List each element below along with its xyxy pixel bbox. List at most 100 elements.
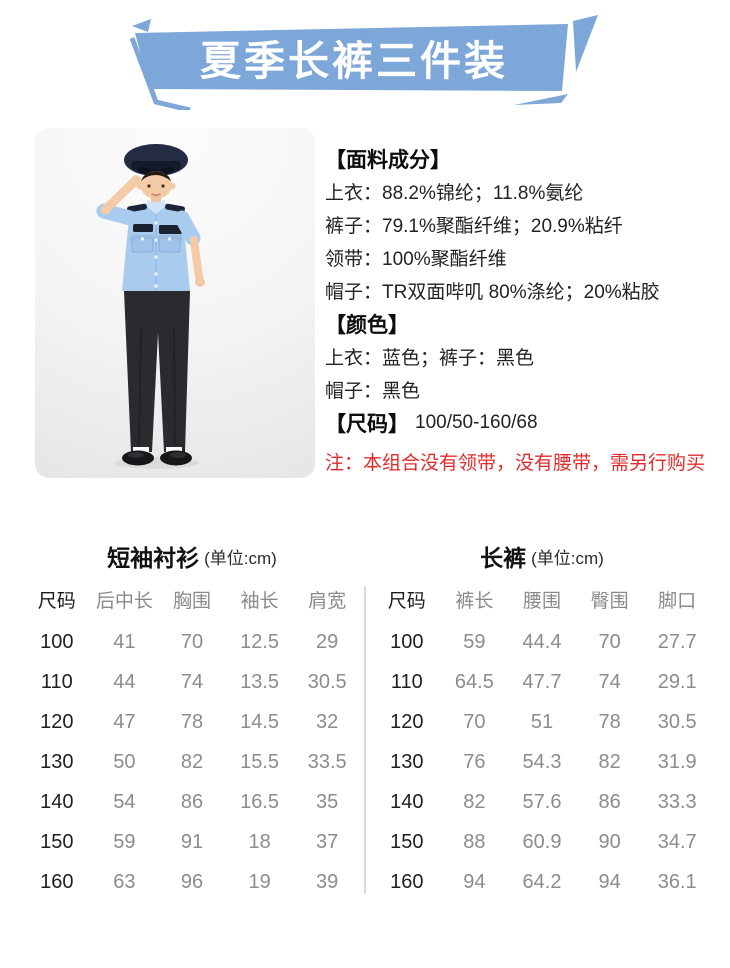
- child-face: [136, 171, 176, 199]
- table-row: 100 59 44.4 70 27.7: [373, 622, 711, 662]
- table-cell: 12.5: [240, 631, 280, 653]
- table-cell: 41: [113, 631, 136, 653]
- table-cell: 14.5: [240, 711, 280, 733]
- table-unit-label: (单位:cm): [204, 548, 277, 568]
- size-cell: 150: [40, 831, 74, 853]
- table-row: 130 50 82 15.5 33.5: [23, 742, 361, 782]
- table-header-cell: 臀围: [590, 591, 629, 612]
- table-cell: 59: [113, 831, 136, 853]
- info-section-heading: 【面料成分】: [325, 148, 451, 172]
- table-cell: 35: [316, 791, 339, 813]
- table-header-cell: 肩宽: [308, 591, 347, 612]
- size-cell: 120: [40, 711, 74, 733]
- table-row: 160 94 64.2 94 36.1: [373, 862, 711, 902]
- table-cell: 31.9: [657, 751, 697, 773]
- size-cell: 110: [390, 671, 423, 693]
- table-cell: 70: [463, 711, 486, 733]
- table-cell: 82: [180, 751, 204, 773]
- table-cell: 88: [463, 831, 486, 853]
- size-cell: 100: [40, 631, 74, 653]
- table-cell: 70: [598, 631, 621, 653]
- product-info: 【面料成分】 上衣：88.2%锦纶；11.8%氨纶 裤子：79.1%聚酯纤维；20.…: [325, 142, 730, 475]
- table-row: 120 70 51 78 30.5: [373, 702, 711, 742]
- info-line: 【尺码】 100/50-160/68: [325, 406, 730, 439]
- purchase-note: 注：本组合没有领带，没有腰带，需另行购买: [325, 452, 706, 474]
- table-cell: 82: [598, 751, 621, 773]
- size-cell: 120: [390, 711, 424, 733]
- table-header-cell: 脚口: [658, 591, 697, 612]
- size-table: 长裤 (单位:cm) 尺码 裤长 腰围 臀围 脚口 100 59 44.4 70 27.7 110…: [373, 530, 711, 902]
- info-line: 帽子：TR双面哔叽 80%涤纶；20%粘胶: [325, 282, 660, 303]
- table-cell: 74: [180, 671, 204, 693]
- table-divider: [364, 586, 366, 894]
- table-header-row: 尺码 裤长 腰围 臀围 脚口: [373, 582, 711, 622]
- table-cell: 39: [316, 871, 339, 893]
- table-cell: 78: [598, 711, 621, 733]
- info-line: 帽子：黑色: [325, 381, 421, 402]
- table-cell: 19: [248, 871, 271, 893]
- table-header-cell: 裤长: [455, 591, 494, 612]
- size-tables: 短袖衬衫 (单位:cm) 尺码 后中长 胸围 袖长 肩宽 100 41 70 12.5 29 11…: [0, 530, 730, 910]
- table-cell: 94: [598, 871, 621, 893]
- table-cell: 29.1: [657, 671, 697, 693]
- table-row: 110 44 74 13.5 30.5: [23, 662, 361, 702]
- table-cell: 91: [180, 831, 204, 853]
- table-row: 150 59 91 18 37: [23, 822, 361, 862]
- table-row: 130 76 54.3 82 31.9: [373, 742, 711, 782]
- table-cell: 13.5: [240, 671, 280, 693]
- table-cell: 94: [463, 871, 486, 893]
- table-cell: 86: [180, 791, 204, 813]
- table-cell: 33.3: [657, 791, 697, 813]
- table-row: 100 41 70 12.5 29: [23, 622, 361, 662]
- size-cell: 160: [390, 871, 424, 893]
- salute-arm: [96, 175, 141, 226]
- table-cell: 27.7: [657, 631, 697, 653]
- table-row: 140 54 86 16.5 35: [23, 782, 361, 822]
- table-cell: 63: [113, 871, 136, 893]
- table-body: 100 59 44.4 70 27.7 110 64.5 47.7 74 29.1 120 70 51 7…: [373, 622, 711, 902]
- banner: 夏季长裤三件装: [130, 10, 600, 110]
- table-cell: 44.4: [522, 631, 562, 653]
- info-value: 100/50-160/68: [415, 411, 538, 433]
- table-unit-label: (单位:cm): [531, 548, 604, 568]
- table-title: 短袖衬衫 (单位:cm): [23, 530, 361, 582]
- table-cell: 30.5: [657, 711, 697, 733]
- table-cell: 64.2: [522, 871, 562, 893]
- table-cell: 47: [113, 711, 136, 733]
- table-header-cell: 腰围: [522, 591, 561, 612]
- table-header-cell: 胸围: [172, 591, 211, 612]
- table-cell: 36.1: [657, 871, 697, 893]
- table-body: 100 41 70 12.5 29 110 44 74 13.5 30.5 120 47 78 14.5 3…: [23, 622, 361, 902]
- table-cell: 54: [113, 791, 136, 813]
- shoes-icon: [122, 450, 192, 466]
- table-cell: 54.3: [522, 751, 562, 773]
- table-cell: 29: [316, 631, 339, 653]
- table-cell: 59: [463, 631, 486, 653]
- size-table: 短袖衬衫 (单位:cm) 尺码 后中长 胸围 袖长 肩宽 100 41 70 12.5 29 11…: [23, 530, 361, 902]
- table-cell: 37: [316, 831, 339, 853]
- table-header-cell: 尺码: [387, 591, 426, 612]
- table-cell: 57.6: [522, 791, 562, 813]
- info-line: 裤子：79.1%聚酯纤维；20.9%粘纤: [325, 216, 623, 237]
- size-cell: 150: [390, 831, 424, 853]
- table-cell: 18: [248, 831, 271, 853]
- size-cell: 130: [390, 751, 424, 773]
- page-title: 夏季长裤三件装: [200, 38, 508, 84]
- table-cell: 74: [598, 671, 621, 693]
- table-cell: 78: [180, 711, 204, 733]
- size-cell: 160: [40, 871, 74, 893]
- info-line: 领带：100%聚酯纤维: [325, 249, 507, 270]
- table-cell: 44: [113, 671, 136, 693]
- info-section-heading: 【尺码】: [325, 412, 409, 436]
- table-cell: 16.5: [240, 791, 280, 813]
- police-shirt-icon: [122, 200, 190, 291]
- size-cell: 140: [390, 791, 424, 813]
- ribbon-banner-shape: [130, 15, 598, 110]
- table-row: 150 88 60.9 90 34.7: [373, 822, 711, 862]
- size-cell: 100: [390, 631, 424, 653]
- table-cell: 32: [316, 711, 339, 733]
- info-line: 上衣：蓝色；裤子：黑色: [325, 348, 535, 369]
- table-cell: 47.7: [522, 671, 562, 693]
- table-cell: 50: [113, 751, 136, 773]
- size-cell: 130: [40, 751, 74, 773]
